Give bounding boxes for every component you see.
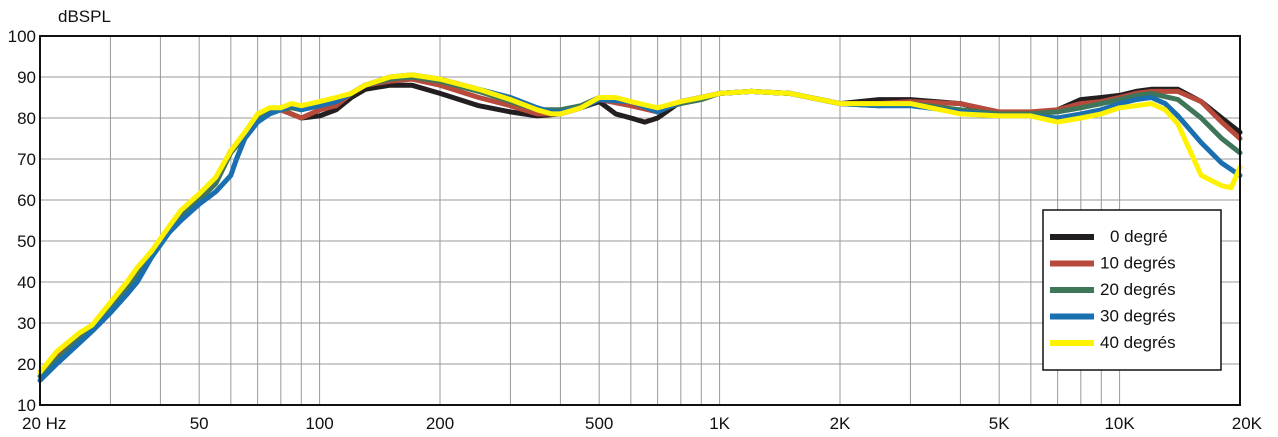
y-tick-label: 20	[17, 355, 36, 374]
x-axis-ticks: 20 Hz 50 100 200 500 1K 2K 5K 10K 20K	[22, 414, 1263, 433]
y-tick-label: 30	[17, 314, 36, 333]
series-lines	[37, 72, 1243, 383]
legend: 0 degré 10 degrés 20 degrés 30 degrés 40 deg…	[1042, 209, 1222, 371]
legend-label: 0 degré	[1110, 227, 1168, 246]
y-tick-label: 10	[17, 396, 36, 415]
legend-label: 10 degrés	[1100, 254, 1176, 273]
legend-label: 20 degrés	[1100, 280, 1176, 299]
y-axis-label: dBSPL	[58, 7, 111, 26]
series-line	[37, 72, 1243, 375]
x-tick-label: 20K	[1232, 414, 1263, 433]
legend-label: 40 degrés	[1100, 333, 1176, 352]
x-tick-label: 50	[190, 414, 209, 433]
y-tick-label: 40	[17, 273, 36, 292]
y-tick-label: 80	[17, 109, 36, 128]
x-tick-label: 10K	[1104, 414, 1135, 433]
x-tick-label: 200	[426, 414, 454, 433]
plot-frame	[39, 35, 1241, 406]
x-tick-label: 1K	[709, 414, 730, 433]
y-tick-label: 90	[17, 68, 36, 87]
x-tick-label: 100	[305, 414, 333, 433]
x-tick-label: 20 Hz	[22, 414, 66, 433]
x-tick-label: 2K	[830, 414, 851, 433]
y-tick-label: 60	[17, 191, 36, 210]
y-tick-label: 70	[17, 150, 36, 169]
y-axis-ticks: 100 90 80 70 60 50 40 30 20 10	[8, 27, 36, 415]
legend-label: 30 degrés	[1100, 307, 1176, 326]
y-tick-label: 100	[8, 27, 36, 46]
y-tick-label: 50	[17, 232, 36, 251]
x-tick-label: 5K	[989, 414, 1010, 433]
x-tick-label: 500	[585, 414, 613, 433]
